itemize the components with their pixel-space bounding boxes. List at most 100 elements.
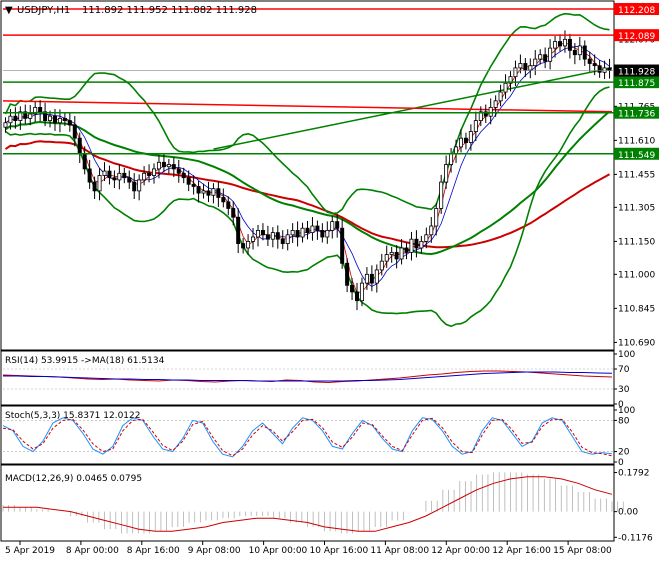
stoch-title: Stoch(5,3,3) 15.8371 12.0122	[5, 411, 140, 421]
ema-fast-line	[5, 41, 610, 294]
candle-body	[72, 124, 77, 139]
candle-body	[67, 120, 72, 126]
red-trendline	[2, 100, 613, 113]
candle-body	[161, 161, 166, 168]
candle-body	[478, 111, 483, 121]
candle-body	[364, 273, 369, 284]
price-axis-tick-label: 110.690	[618, 338, 655, 348]
candle-body	[241, 243, 246, 249]
candle-body	[523, 63, 528, 71]
rsi-series-signal	[3, 371, 613, 382]
candle-body	[196, 186, 201, 194]
candle-body	[186, 177, 191, 185]
candle-body	[587, 58, 592, 64]
candle-body	[102, 170, 107, 176]
rsi-pane-frame	[0, 350, 615, 406]
candle-body	[57, 117, 62, 124]
level-price-tag-label: 112.089	[618, 32, 655, 42]
candle-body	[458, 137, 463, 148]
symbol-dropdown-arrow[interactable]: ▼	[5, 5, 13, 16]
candle-body	[424, 234, 429, 242]
candle-body	[52, 115, 57, 124]
symbol-label: USDJPY,H1	[17, 5, 70, 16]
candle-body	[359, 282, 364, 302]
current-price-tag-label: 111.928	[618, 68, 655, 78]
candle-body	[191, 183, 196, 187]
candle-body	[117, 172, 122, 181]
candle-body	[176, 168, 181, 174]
main-pane-frame	[0, 0, 615, 351]
candle-body	[300, 227, 305, 238]
candle-body	[122, 172, 127, 179]
level-price-tag	[614, 106, 659, 119]
candle-body	[270, 232, 275, 240]
candle-body	[602, 67, 607, 73]
time-axis-tick-label: 12 Apr 16:00	[492, 546, 551, 556]
candle-body	[528, 65, 533, 71]
candle-body	[62, 117, 67, 121]
rsi-axis-tick-label: 0	[618, 400, 624, 410]
candle-body	[468, 131, 473, 143]
time-axis-tick-label: 9 Apr 08:00	[188, 546, 241, 556]
candle-body	[414, 238, 419, 249]
candle-body	[439, 181, 444, 209]
candle-body	[147, 172, 152, 176]
candle-body	[404, 247, 409, 253]
candle-body	[409, 238, 414, 253]
time-axis-tick-label: 12 Apr 00:00	[431, 546, 490, 556]
candle-body	[562, 38, 567, 47]
candle-body	[434, 208, 439, 227]
candle-body	[597, 65, 602, 73]
candle-body	[166, 164, 171, 168]
candle-body	[246, 240, 251, 249]
candle-body	[92, 181, 97, 192]
candle-body	[429, 225, 434, 236]
candle-body	[379, 260, 384, 271]
candle-body	[33, 107, 38, 115]
macd-axis-tick-label: 0.00	[618, 508, 638, 518]
candle-body	[330, 221, 335, 231]
candle-body	[320, 230, 325, 238]
time-axis: 5 Apr 2019 8 Apr 00:00 8 Apr 16:00 9 Apr 08…	[5, 541, 612, 556]
candle-body	[107, 170, 112, 179]
candle-body	[38, 107, 43, 113]
candle-body	[132, 181, 137, 192]
ma-mid-line	[4, 110, 611, 256]
candle-body	[280, 238, 285, 244]
stoch-axis-tick-label: 20	[618, 448, 630, 458]
candle-body	[221, 197, 226, 203]
rsi-axis-tick-label: 100	[618, 350, 635, 360]
candle-body	[335, 221, 340, 229]
candle-body	[137, 179, 142, 192]
candle-body	[518, 63, 523, 69]
candle-body	[181, 172, 186, 179]
macd-signal-line	[3, 476, 613, 532]
candle-body	[444, 164, 449, 183]
candle-body	[449, 153, 454, 165]
price-pane: 110.690 110.845 111.000 111.150 111.305 111.4…	[2, 3, 659, 348]
candle-body	[255, 230, 260, 238]
candle-body	[345, 262, 350, 286]
candle-body	[8, 115, 13, 124]
price-axis-tick-label: 111.000	[618, 270, 655, 280]
candle-body	[340, 227, 345, 264]
rsi-pane: 100 70 30 0	[2, 350, 635, 410]
candle-body	[325, 230, 330, 238]
level-price-tag-label: 111.875	[618, 79, 655, 89]
candle-body	[3, 122, 8, 128]
time-axis-tick-label: 11 Apr 08:00	[370, 546, 429, 556]
candle-body	[548, 47, 553, 62]
candle-body	[23, 111, 28, 119]
candle-body	[236, 216, 241, 244]
candle-body	[488, 107, 493, 117]
candle-body	[553, 41, 558, 49]
candle-body	[295, 230, 300, 238]
candle-body	[305, 227, 310, 234]
level-price-tag-label: 111.736	[618, 110, 655, 120]
candle-body	[538, 54, 543, 60]
stoch-series-main	[2, 417, 613, 458]
level-price-tag	[614, 76, 659, 89]
stoch-series-signal	[2, 417, 613, 457]
candle-body	[231, 208, 236, 218]
